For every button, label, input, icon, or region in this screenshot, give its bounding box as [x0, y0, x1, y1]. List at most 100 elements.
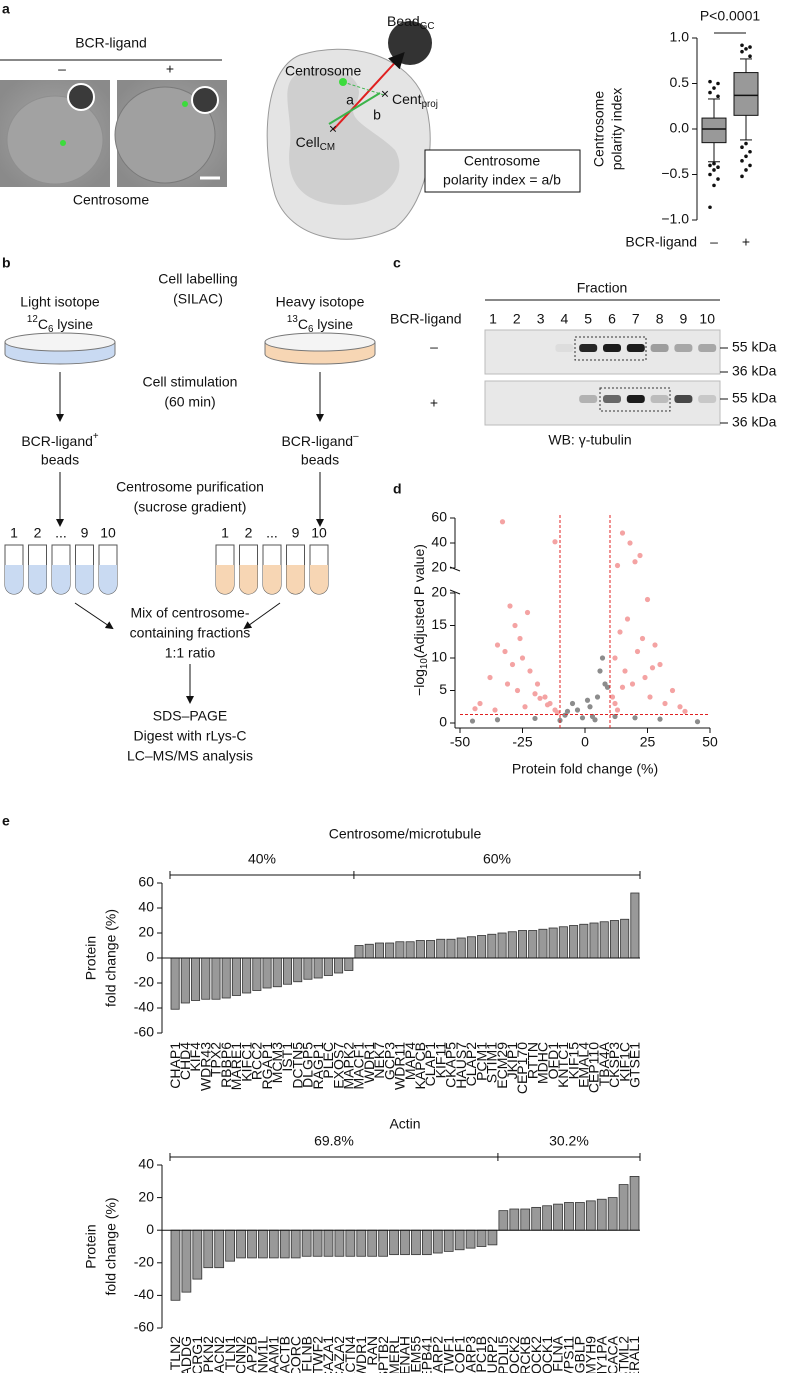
bar	[400, 1229, 410, 1256]
point	[517, 635, 523, 642]
point	[537, 695, 543, 701]
bar	[334, 1229, 345, 1257]
point	[682, 708, 688, 714]
bar	[323, 1229, 334, 1257]
bead-label: BeadGC	[387, 13, 434, 32]
flier	[712, 86, 716, 90]
bar	[293, 957, 303, 983]
bar	[620, 918, 630, 959]
bar	[221, 957, 231, 999]
label: Cell stimulation	[143, 374, 238, 390]
fraction-label: 10	[100, 525, 116, 541]
x-tick-label: VPS11	[561, 1336, 577, 1373]
y-tick-label: -40	[134, 1286, 154, 1302]
point	[594, 694, 601, 700]
flier	[744, 47, 748, 51]
bar	[618, 1184, 629, 1231]
bar	[181, 1229, 192, 1293]
x-tick-label: MERL	[386, 1336, 402, 1373]
x-tick-label: RAGP1	[310, 1042, 326, 1090]
lane-label: 2	[513, 311, 521, 327]
y-tick-label: -20	[134, 974, 154, 990]
x-tick-label: RBBP6	[218, 1042, 234, 1088]
x-tick-label: GCP3	[381, 1042, 397, 1080]
x-tick-label: WDR11	[392, 1042, 408, 1090]
band	[674, 395, 693, 403]
chart-title: Actin	[389, 1116, 420, 1132]
band	[698, 395, 717, 403]
flier	[708, 79, 712, 84]
flier	[716, 177, 720, 181]
bar	[312, 1229, 323, 1257]
x-tick-label: KIF11	[432, 1042, 448, 1079]
bar	[290, 1229, 301, 1259]
text-part: –	[353, 431, 359, 442]
point	[599, 655, 606, 661]
x-tick-label: KNTC1	[555, 1042, 571, 1088]
point	[677, 704, 683, 710]
x-tick-label: CHAP1	[167, 1042, 183, 1089]
group-label: 30.2%	[549, 1133, 589, 1149]
x-axis-label: Protein fold change (%)	[512, 761, 658, 777]
point	[694, 719, 701, 725]
label: Centrosome purification	[116, 479, 264, 495]
band	[626, 344, 645, 352]
x-tick-label: URP2	[484, 1336, 500, 1373]
x-tick-label: MAPK2	[341, 1042, 357, 1090]
bar	[456, 937, 466, 959]
point	[494, 717, 501, 723]
bar	[564, 1202, 574, 1231]
point	[547, 700, 553, 707]
y-tick-label: 0	[439, 714, 447, 730]
point	[534, 681, 541, 687]
x-tick-label: RGAP1	[259, 1042, 275, 1090]
bar	[497, 932, 507, 959]
header: BCR-ligand	[75, 35, 147, 51]
point	[527, 668, 533, 674]
cross: ×	[381, 86, 389, 102]
formula-box	[424, 149, 581, 193]
x-tick-label: MARE1	[228, 1042, 244, 1090]
x-tick-label: ROCK1	[539, 1336, 555, 1373]
x-tick-label: WDR43	[197, 1042, 213, 1091]
x-tick-label: TBA4A	[596, 1041, 612, 1086]
y-tick-label: 0	[146, 949, 154, 965]
text-part: Cell	[296, 134, 320, 150]
lane-label: 8	[656, 311, 664, 327]
point	[509, 661, 516, 668]
x-tick-label: TWF2	[309, 1336, 325, 1373]
point	[592, 717, 598, 723]
bead	[191, 86, 219, 114]
fraction-label: 1	[221, 525, 229, 541]
group-label: 40%	[248, 851, 276, 867]
x-tick-label: CLAP2	[463, 1042, 479, 1087]
point	[657, 716, 663, 722]
bar	[279, 1229, 290, 1259]
y-tick-label: 40	[431, 534, 447, 550]
bar	[364, 943, 374, 959]
bar	[517, 930, 528, 959]
label: BCR-ligand	[390, 311, 462, 327]
band	[603, 344, 621, 352]
x-tick-label: TLN2	[167, 1336, 183, 1370]
y-tick-label: -60	[134, 1024, 154, 1040]
fraction-label: ...	[55, 525, 67, 541]
x-tick-label: ADDG	[178, 1336, 194, 1373]
point	[507, 603, 513, 609]
point	[647, 694, 653, 700]
y-tick-label: −0.5	[661, 165, 689, 181]
x-tick-label: CEP110	[586, 1042, 602, 1093]
bar	[596, 1198, 607, 1231]
x-tick-label: KIF4	[187, 1042, 203, 1072]
segment-a	[328, 92, 381, 125]
bar	[203, 1229, 214, 1269]
label: Digest with rLys-C	[133, 728, 246, 744]
point	[494, 642, 501, 648]
x-tick-label: DLGP5	[300, 1042, 316, 1088]
flier	[712, 183, 716, 188]
label: WB: γ-tubulin	[548, 432, 631, 448]
label: Cell labelling	[158, 271, 237, 287]
cell	[114, 86, 216, 184]
chart-title: Centrosome/microtubule	[329, 826, 482, 842]
